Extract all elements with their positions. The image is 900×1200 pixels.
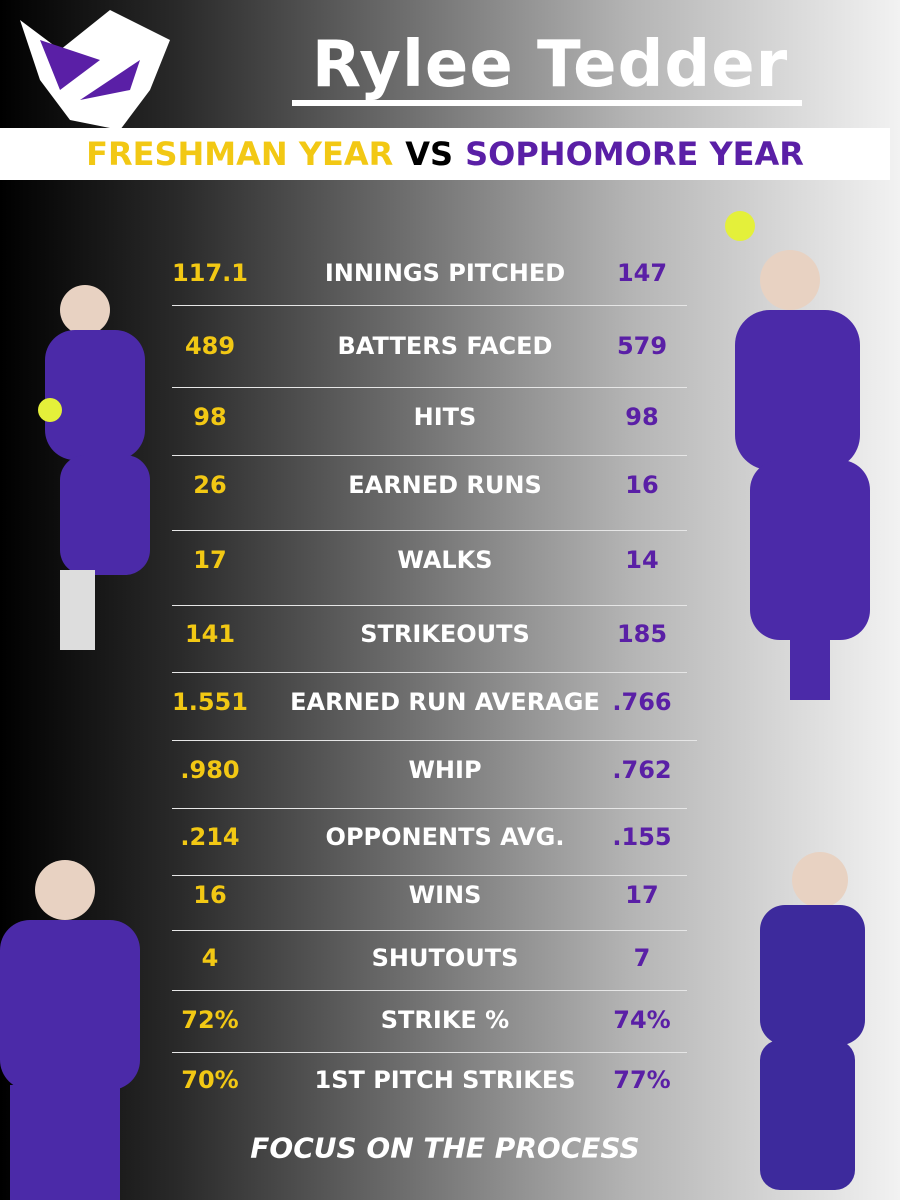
sophomore-value: 98 (625, 403, 659, 431)
stat-label: WALKS (397, 546, 493, 574)
freshman-value: 117.1 (172, 259, 248, 287)
freshman-value: 4 (201, 944, 219, 972)
row-separator (172, 305, 687, 306)
sophomore-value: .762 (612, 756, 672, 784)
stat-label: STRIKEOUTS (360, 620, 530, 648)
sophomore-value: 7 (633, 944, 651, 972)
stat-label: EARNED RUNS (348, 471, 542, 499)
sophomore-value: .766 (612, 688, 672, 716)
row-separator (172, 740, 697, 741)
row-separator (172, 530, 687, 531)
sophomore-value: 16 (625, 471, 659, 499)
title: Rylee Tedder (311, 28, 789, 102)
row-separator (172, 990, 687, 991)
stat-label: 1ST PITCH STRIKES (314, 1066, 576, 1094)
row-separator (172, 672, 687, 673)
stat-label: BATTERS FACED (337, 332, 553, 360)
sophomore-value: 17 (625, 881, 659, 909)
row-separator (172, 455, 687, 456)
banner: FRESHMAN YEAR VS SOPHOMORE YEAR (0, 128, 890, 180)
freshman-value: 98 (193, 403, 227, 431)
stat-label: WHIP (408, 756, 482, 784)
freshman-value: 141 (184, 620, 236, 648)
sophomore-value: 77% (613, 1066, 671, 1094)
banner-middle: VS (405, 135, 454, 173)
player-bottom-right (760, 852, 865, 1190)
banner-right: SOPHOMORE YEAR (465, 135, 804, 173)
slogan: FOCUS ON THE PROCESS (250, 1131, 640, 1165)
player-top-right (725, 211, 870, 700)
stat-label: WINS (408, 881, 482, 909)
player-top-left (38, 285, 150, 650)
sophomore-value: 74% (613, 1006, 671, 1034)
sophomore-value: 147 (616, 259, 668, 287)
player-bottom-left (0, 860, 140, 1200)
row-separator (172, 808, 687, 809)
row-separator (172, 605, 687, 606)
stat-label: HITS (413, 403, 477, 431)
freshman-value: 17 (193, 546, 227, 574)
sophomore-value: .155 (612, 823, 672, 851)
freshman-value: 70% (181, 1066, 239, 1094)
row-separator (172, 387, 687, 388)
row-separator (172, 1052, 687, 1053)
stat-label: INNINGS PITCHED (324, 259, 566, 287)
sophomore-value: 579 (616, 332, 668, 360)
row-separator (172, 930, 687, 931)
freshman-value: .214 (180, 823, 240, 851)
stat-label: STRIKE % (380, 1006, 510, 1034)
banner-left: FRESHMAN YEAR (86, 135, 394, 173)
sophomore-value: 14 (625, 546, 659, 574)
logo (20, 10, 170, 130)
sophomore-value: 185 (616, 620, 668, 648)
freshman-value: 489 (184, 332, 236, 360)
freshman-value: 26 (193, 471, 227, 499)
freshman-value: 16 (193, 881, 227, 909)
title-underline (292, 100, 802, 106)
row-separator (172, 875, 687, 876)
freshman-value: 72% (181, 1006, 239, 1034)
freshman-value: 1.551 (172, 688, 248, 716)
stat-label: OPPONENTS AVG. (325, 823, 565, 851)
freshman-value: .980 (180, 756, 240, 784)
stat-label: EARNED RUN AVERAGE (290, 688, 600, 716)
stat-label: SHUTOUTS (371, 944, 519, 972)
